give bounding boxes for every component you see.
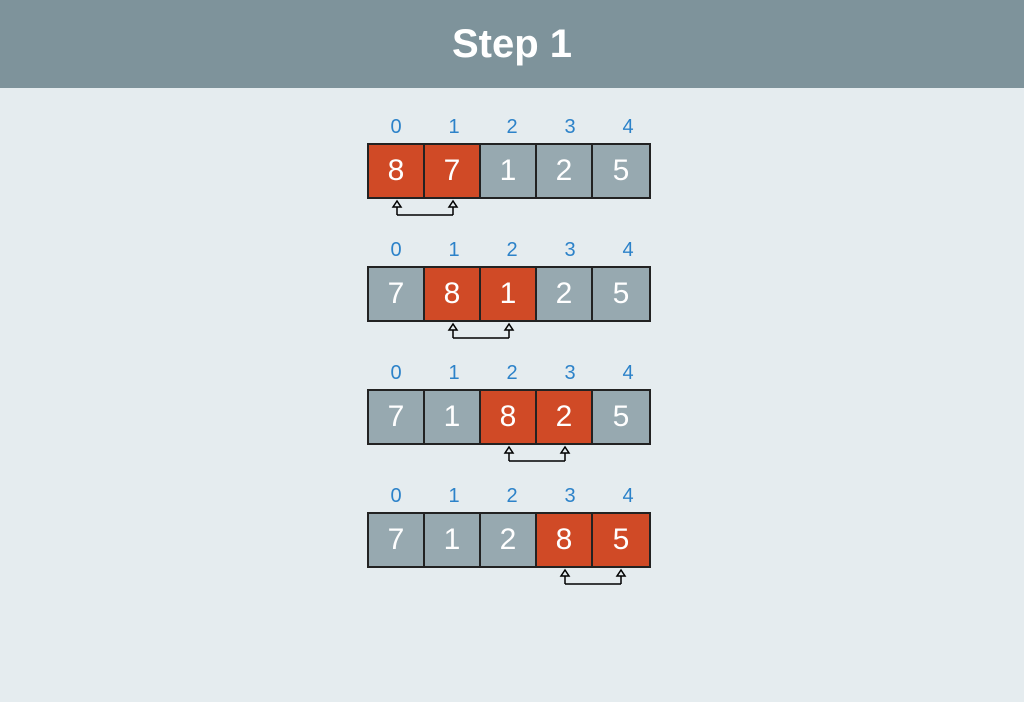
index-label: 1 — [425, 485, 483, 512]
array-cell: 1 — [425, 391, 481, 443]
array-row: 0123471285 — [367, 485, 657, 590]
array-cell: 7 — [369, 268, 425, 320]
index-label: 1 — [425, 362, 483, 389]
array-cell: 5 — [593, 391, 649, 443]
array-cell-highlight: 7 — [425, 145, 481, 197]
index-row: 01234 — [367, 239, 657, 266]
index-label: 4 — [599, 239, 657, 266]
array-row: 0123471825 — [367, 362, 657, 467]
index-label: 4 — [599, 362, 657, 389]
index-row: 01234 — [367, 116, 657, 143]
array-cell: 2 — [481, 514, 537, 566]
index-label: 1 — [425, 116, 483, 143]
array-cell: 5 — [593, 268, 649, 320]
array-cell: 1 — [481, 145, 537, 197]
swap-arrow-icon — [367, 568, 651, 592]
index-label: 3 — [541, 239, 599, 266]
index-row: 01234 — [367, 362, 657, 389]
step-header: Step 1 — [0, 0, 1024, 88]
swap-arrow-icon — [367, 199, 651, 223]
step-title: Step 1 — [452, 22, 572, 67]
array-cell-highlight: 8 — [481, 391, 537, 443]
swap-indicator — [367, 199, 651, 221]
swap-indicator — [367, 568, 651, 590]
index-label: 2 — [483, 362, 541, 389]
index-label: 2 — [483, 239, 541, 266]
cell-row: 87125 — [367, 143, 651, 199]
swap-indicator — [367, 322, 651, 344]
diagram-canvas: 0123487125012347812501234718250123471285 — [0, 88, 1024, 702]
index-row: 01234 — [367, 485, 657, 512]
array-row: 0123478125 — [367, 239, 657, 344]
index-label: 4 — [599, 116, 657, 143]
array-cell-highlight: 8 — [537, 514, 593, 566]
array-cell-highlight: 8 — [369, 145, 425, 197]
index-label: 3 — [541, 116, 599, 143]
swap-arrow-icon — [367, 322, 651, 346]
index-label: 0 — [367, 362, 425, 389]
array-cell: 2 — [537, 145, 593, 197]
array-row: 0123487125 — [367, 116, 657, 221]
array-cell-highlight: 2 — [537, 391, 593, 443]
cell-row: 71285 — [367, 512, 651, 568]
array-cell: 7 — [369, 514, 425, 566]
index-label: 1 — [425, 239, 483, 266]
array-cell: 5 — [593, 145, 649, 197]
index-label: 4 — [599, 485, 657, 512]
index-label: 0 — [367, 239, 425, 266]
index-label: 2 — [483, 116, 541, 143]
index-label: 0 — [367, 485, 425, 512]
index-label: 3 — [541, 362, 599, 389]
swap-arrow-icon — [367, 445, 651, 469]
array-cell-highlight: 5 — [593, 514, 649, 566]
swap-indicator — [367, 445, 651, 467]
cell-row: 78125 — [367, 266, 651, 322]
array-cell: 1 — [425, 514, 481, 566]
index-label: 3 — [541, 485, 599, 512]
array-cell-highlight: 8 — [425, 268, 481, 320]
cell-row: 71825 — [367, 389, 651, 445]
array-cell: 2 — [537, 268, 593, 320]
index-label: 2 — [483, 485, 541, 512]
index-label: 0 — [367, 116, 425, 143]
array-cell-highlight: 1 — [481, 268, 537, 320]
array-cell: 7 — [369, 391, 425, 443]
